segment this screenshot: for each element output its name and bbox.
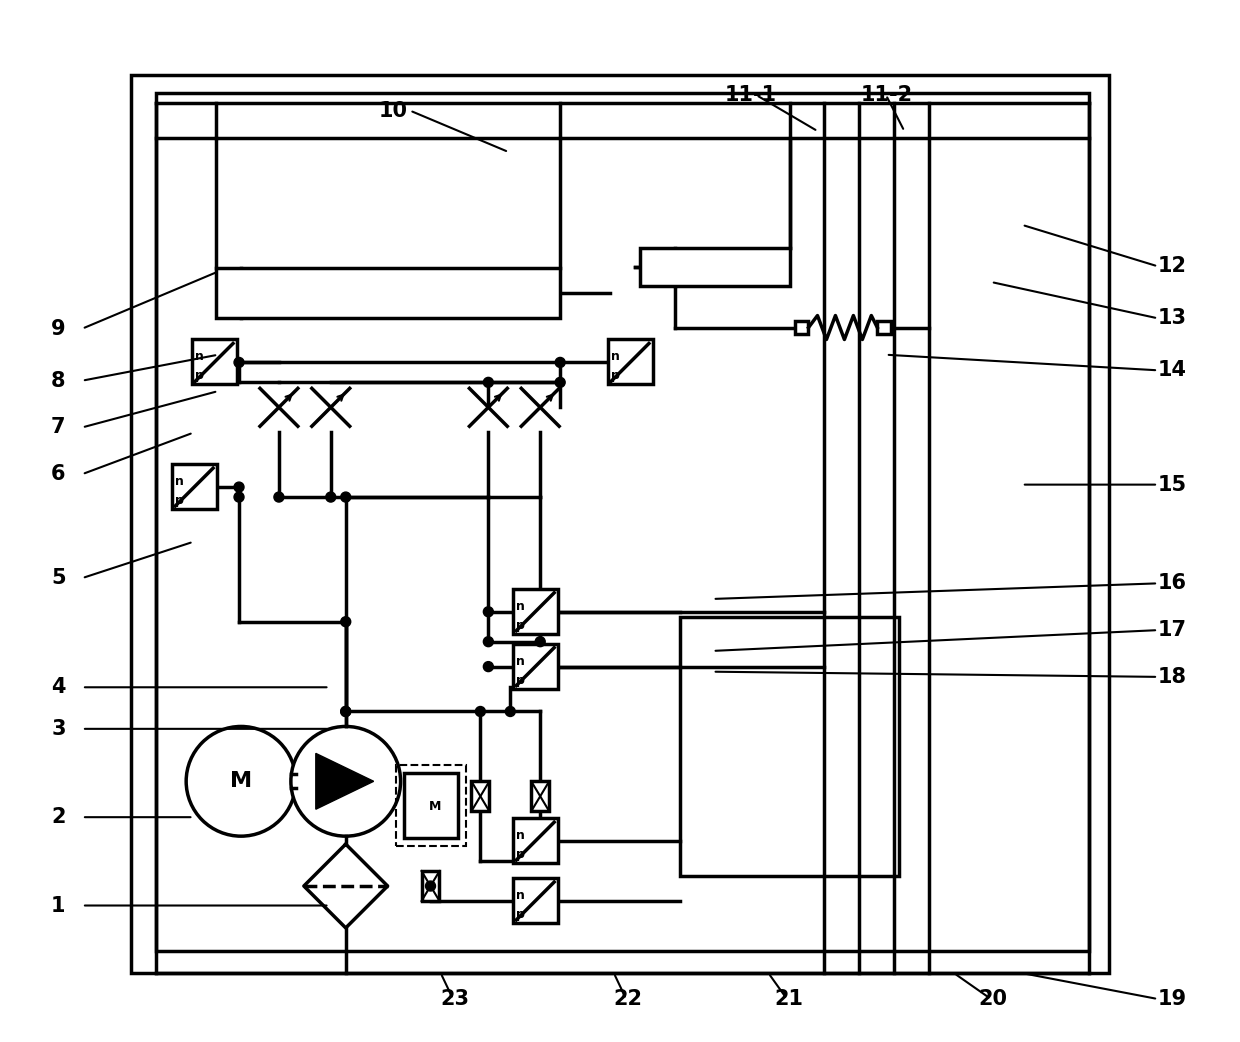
Text: p: p bbox=[516, 673, 526, 687]
Text: p: p bbox=[516, 908, 526, 921]
Circle shape bbox=[274, 492, 284, 502]
Text: 12: 12 bbox=[1158, 256, 1187, 276]
Circle shape bbox=[425, 882, 435, 891]
Bar bbox=[396, 765, 466, 846]
Bar bbox=[216, 268, 560, 318]
Circle shape bbox=[484, 606, 494, 617]
Circle shape bbox=[341, 706, 351, 717]
Bar bbox=[513, 644, 558, 689]
Text: 9: 9 bbox=[51, 319, 66, 339]
Circle shape bbox=[234, 482, 244, 492]
Circle shape bbox=[186, 726, 296, 836]
Bar bbox=[608, 340, 653, 384]
Bar bbox=[878, 321, 892, 334]
Circle shape bbox=[484, 377, 494, 388]
Text: p: p bbox=[175, 494, 184, 507]
Circle shape bbox=[484, 662, 494, 672]
Circle shape bbox=[341, 617, 351, 626]
Text: n: n bbox=[611, 350, 620, 364]
Text: n: n bbox=[516, 654, 526, 668]
Text: 23: 23 bbox=[440, 989, 470, 1009]
Polygon shape bbox=[316, 753, 373, 810]
Circle shape bbox=[341, 706, 351, 717]
Circle shape bbox=[484, 637, 494, 647]
Text: 10: 10 bbox=[379, 100, 408, 121]
Circle shape bbox=[326, 492, 336, 502]
Text: n: n bbox=[516, 829, 526, 842]
Circle shape bbox=[341, 492, 351, 502]
Text: 15: 15 bbox=[1158, 474, 1187, 495]
Bar bbox=[422, 871, 439, 901]
Text: p: p bbox=[516, 619, 526, 631]
Text: 1: 1 bbox=[51, 895, 66, 916]
Circle shape bbox=[506, 706, 516, 717]
Text: n: n bbox=[516, 600, 526, 613]
Bar bbox=[513, 878, 558, 923]
Text: 4: 4 bbox=[51, 677, 66, 697]
Text: 20: 20 bbox=[978, 989, 1008, 1009]
Text: 7: 7 bbox=[51, 418, 66, 438]
Bar bbox=[192, 340, 237, 384]
Bar bbox=[795, 321, 808, 334]
Bar bbox=[156, 93, 1089, 951]
Text: n: n bbox=[175, 475, 184, 488]
Text: 17: 17 bbox=[1158, 620, 1187, 640]
Circle shape bbox=[234, 492, 244, 502]
Circle shape bbox=[234, 357, 244, 368]
Bar bbox=[531, 782, 549, 812]
Bar bbox=[513, 589, 558, 634]
Text: M: M bbox=[429, 800, 441, 813]
Bar bbox=[680, 617, 899, 876]
Bar bbox=[513, 818, 558, 863]
Text: 6: 6 bbox=[51, 465, 66, 485]
Bar bbox=[471, 782, 490, 812]
Circle shape bbox=[475, 706, 485, 717]
Text: 3: 3 bbox=[51, 719, 66, 739]
Text: 2: 2 bbox=[51, 808, 66, 827]
Circle shape bbox=[556, 357, 565, 368]
Text: 19: 19 bbox=[1158, 989, 1187, 1009]
Text: p: p bbox=[611, 369, 620, 382]
Circle shape bbox=[536, 637, 546, 647]
Text: 18: 18 bbox=[1158, 667, 1187, 687]
Text: 11-1: 11-1 bbox=[725, 84, 777, 105]
Bar bbox=[640, 248, 790, 286]
Text: 22: 22 bbox=[614, 989, 642, 1009]
Text: n: n bbox=[516, 889, 526, 902]
Text: p: p bbox=[516, 848, 526, 861]
Text: p: p bbox=[195, 369, 205, 382]
Circle shape bbox=[556, 377, 565, 388]
Text: 11-2: 11-2 bbox=[861, 84, 914, 105]
Text: 14: 14 bbox=[1158, 361, 1187, 380]
Text: 21: 21 bbox=[775, 989, 804, 1009]
Text: n: n bbox=[195, 350, 205, 364]
Text: 13: 13 bbox=[1158, 308, 1187, 328]
Text: 16: 16 bbox=[1158, 573, 1187, 593]
Bar bbox=[131, 75, 1109, 973]
Circle shape bbox=[291, 726, 401, 836]
Text: 5: 5 bbox=[51, 568, 66, 588]
Bar bbox=[172, 464, 217, 510]
Text: M: M bbox=[229, 771, 252, 791]
Text: 8: 8 bbox=[51, 371, 66, 391]
Bar bbox=[403, 773, 459, 838]
